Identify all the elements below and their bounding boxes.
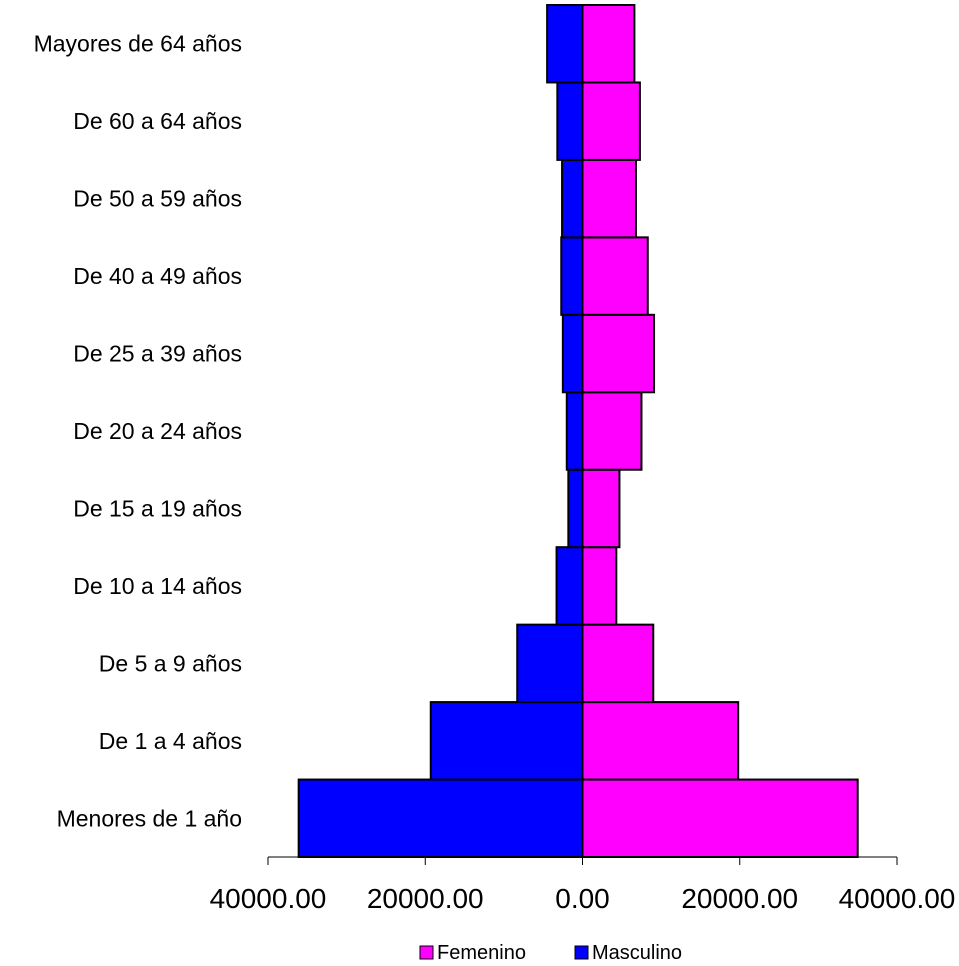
category-label: Mayores de 64 años (34, 31, 242, 57)
category-labels: Menores de 1 año De 1 a 4 años De 5 a 9 añ… (34, 31, 242, 832)
bar-femenino-0 (581, 778, 859, 859)
bar-masculino-3 (555, 546, 584, 626)
bar-femenino-1 (581, 701, 740, 781)
bar-masculino-5 (565, 391, 584, 471)
bar-femenino-4 (581, 468, 621, 549)
bar-femenino-3 (581, 546, 618, 626)
bar-femenino-2 (581, 623, 655, 704)
x-tick-label: 40000.00 (839, 883, 956, 914)
bar-femenino-7 (581, 236, 649, 316)
legend-swatch-femenino (419, 945, 434, 960)
category-label: De 50 a 59 años (73, 186, 242, 212)
category-label: Menores de 1 año (57, 805, 242, 831)
bars-layer (297, 4, 859, 859)
bar-femenino-10 (581, 4, 636, 84)
bar-femenino-8 (581, 158, 637, 239)
bar-femenino-9 (581, 81, 641, 161)
legend: Femenino Masculino (419, 942, 682, 964)
bar-masculino-4 (567, 468, 584, 549)
bar-masculino-2 (516, 623, 584, 704)
bar-masculino-10 (546, 4, 584, 84)
x-tick-label: 20000.00 (367, 883, 484, 914)
legend-swatch-masculino (574, 945, 589, 960)
category-label: De 40 a 49 años (73, 263, 242, 289)
x-tick-label: 40000.00 (210, 883, 327, 914)
category-label: De 20 a 24 años (73, 418, 242, 444)
category-label: De 15 a 19 años (73, 495, 242, 521)
bar-masculino-7 (560, 236, 584, 316)
bar-masculino-8 (561, 158, 584, 239)
bar-masculino-1 (429, 701, 584, 781)
category-label: De 25 a 39 años (73, 341, 242, 367)
legend-label-femenino: Femenino (437, 942, 526, 964)
category-label: De 5 a 9 años (99, 650, 242, 676)
x-tick-label: 20000.00 (681, 883, 798, 914)
x-axis: 40000.00 20000.00 0.00 20000.00 40000.00 (210, 856, 956, 914)
bar-femenino-5 (581, 391, 643, 471)
x-tick-label: 0.00 (555, 883, 610, 914)
legend-label-masculino: Masculino (592, 942, 682, 964)
bar-masculino-6 (561, 313, 584, 394)
category-label: De 10 a 14 años (73, 573, 242, 599)
category-label: De 1 a 4 años (99, 728, 242, 754)
bar-masculino-0 (297, 778, 584, 859)
bar-femenino-6 (581, 313, 656, 394)
category-label: De 60 a 64 años (73, 108, 242, 134)
bar-masculino-9 (556, 81, 584, 161)
